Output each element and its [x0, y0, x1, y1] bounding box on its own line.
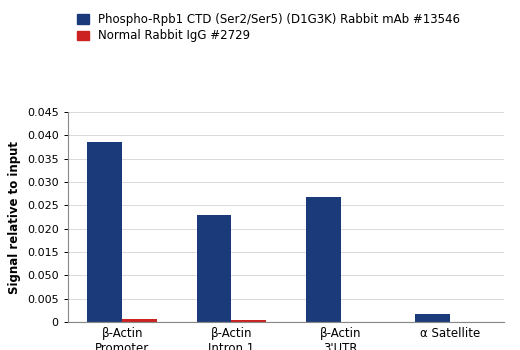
Bar [87, 142, 122, 322]
Bar [122, 320, 157, 322]
Bar [306, 197, 341, 322]
Y-axis label: Signal relative to input: Signal relative to input [8, 140, 21, 294]
Bar [231, 320, 266, 322]
Bar [415, 314, 450, 322]
Legend: Phospho-Rpb1 CTD (Ser2/Ser5) (D1G3K) Rabbit mAb #13546, Normal Rabbit IgG #2729: Phospho-Rpb1 CTD (Ser2/Ser5) (D1G3K) Rab… [73, 9, 464, 46]
Bar [197, 215, 231, 322]
